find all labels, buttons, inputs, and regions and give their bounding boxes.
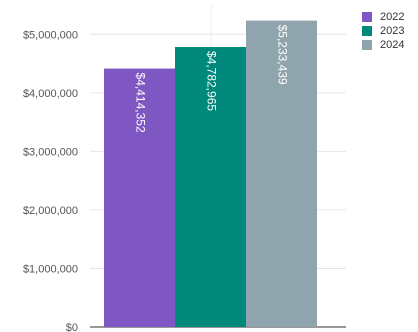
legend-label: 2022 (380, 11, 405, 23)
y-tick-label: $0 (66, 322, 78, 332)
y-tick-label: $4,000,000 (23, 88, 78, 100)
legend-swatch (362, 12, 372, 22)
legend-item-2024[interactable]: 2024 (362, 38, 404, 52)
legend-item-2023[interactable]: 2023 (362, 24, 404, 38)
legend-label: 2023 (380, 25, 405, 37)
legend-swatch (362, 40, 372, 50)
y-axis: $0 $1,000,000 $2,000,000 $3,000,000 $4,000,0… (23, 29, 78, 332)
legend-item-2022[interactable]: 2022 (362, 10, 404, 24)
data-label-2023: $4,782,965 (204, 51, 218, 111)
y-tick-label: $5,000,000 (23, 29, 78, 41)
bar-2023[interactable] (175, 46, 246, 328)
legend: 2022 2023 2024 (362, 10, 404, 52)
y-tick-label: $2,000,000 (23, 205, 78, 217)
data-labels: $4,414,352 $4,782,965 $5,233,439 (133, 25, 289, 133)
y-tick-label: $3,000,000 (23, 146, 78, 158)
legend-swatch (362, 26, 372, 36)
data-label-2024: $5,233,439 (275, 25, 289, 85)
bars (104, 20, 317, 328)
bar-2024[interactable] (246, 20, 317, 328)
legend-label: 2024 (380, 39, 405, 51)
data-label-2022: $4,414,352 (133, 73, 147, 133)
y-tick-label: $1,000,000 (23, 263, 78, 275)
bar-2022[interactable] (104, 68, 175, 327)
